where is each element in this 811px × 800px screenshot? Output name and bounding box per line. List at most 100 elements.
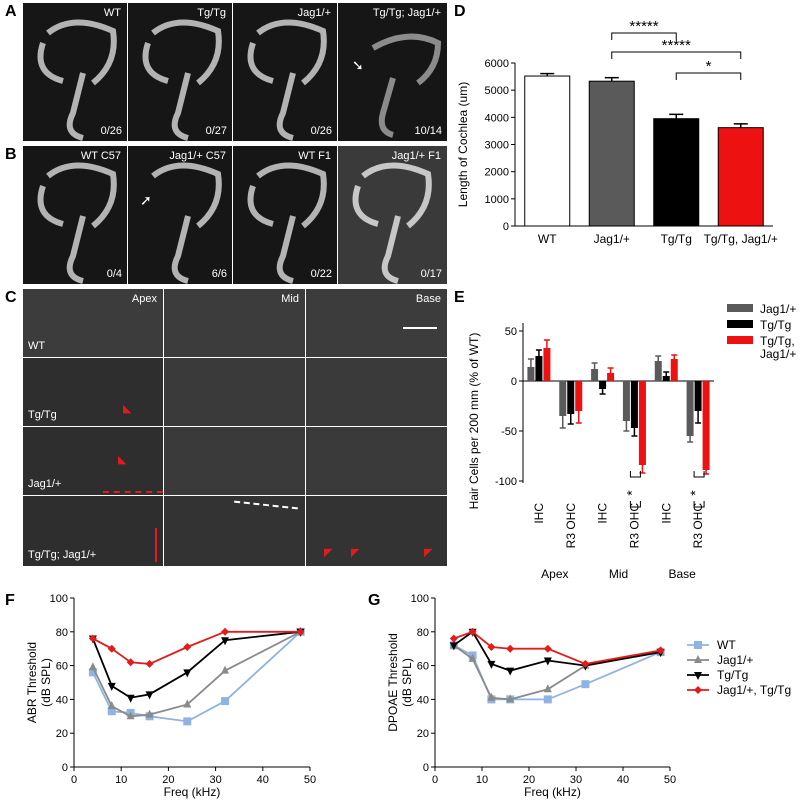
genotype-label-wt: WT [28,340,46,352]
image-genotype-label: WT C57 [80,150,121,162]
hair-cell-image [305,426,448,496]
bar [653,118,700,227]
data-point [694,641,702,649]
hair-cell-image: Base [305,288,448,358]
data-point [506,644,515,653]
x-group-label: R3 OHC [627,503,641,549]
image-count-label: 0/26 [100,125,122,137]
data-point [145,691,154,700]
inner-ear-image-wt-c57: WT C57 0/4 [22,145,128,285]
image-genotype-label: Tg/Tg; Jag1/+ [372,7,441,19]
x-group-label: R3 OHC [691,503,705,549]
inner-ear-shape [37,162,117,284]
x-group-label: IHC [659,503,673,524]
data-point [449,642,458,651]
y-tick-label: 100 [50,593,68,605]
bar [599,381,607,389]
data-point [506,694,515,703]
legend-label: Tg/Tg [760,318,791,332]
x-tick-label: WT [538,232,557,246]
data-point [449,634,458,643]
panel-letter-e: E [454,289,465,306]
y-tick-label: 2000 [485,167,509,179]
image-count-label: 0/22 [310,268,332,280]
significance-label: * [623,490,639,496]
y-tick-label: 20 [56,728,68,740]
significance-label: * [687,490,703,496]
y-tick-label: 80 [56,627,68,639]
significance-bracket [693,471,705,478]
y-tick-label: 5000 [485,85,509,97]
region-label: Apex [541,567,568,581]
bar [527,367,535,381]
significance-bracket [629,471,641,478]
legend-label: Jag1/+ [760,302,796,316]
x-tick-label: 20 [162,774,174,786]
image-count-label: 0/4 [106,268,122,280]
inner-ear-image-wt-f1: WT F1 0/22 [232,145,338,285]
inner-ear-image-wt: WT 0/26 [22,2,128,142]
x-tick-label: 10 [476,774,488,786]
panel-letter-f: F [5,592,15,609]
x-tick-label: Tg/Tg [661,232,692,246]
data-point [145,709,154,718]
x-tick-label: 0 [432,774,438,786]
legend-label: Jag1/+ [760,347,796,361]
legend-label: Tg/Tg, [760,334,795,348]
x-group-label: IHC [596,503,610,524]
arrow-icon: ➚ [140,192,152,208]
bar [524,75,571,227]
y-tick-label: 0 [62,762,68,774]
red-arrow-icon: ◤ [351,547,360,559]
data-point [107,644,116,653]
y-tick-label: 6000 [485,58,509,70]
inner-ear-shape [151,162,222,284]
inner-ear-shape [37,19,117,141]
bar [662,376,670,381]
y-tick-label: 80 [417,627,429,639]
image-count-label: 6/6 [211,268,227,280]
panel-letter-b: B [5,146,17,163]
y-tick-label: 20 [417,728,429,740]
data-point [183,669,192,678]
inner-ear-shape [142,19,222,141]
x-axis-label: Freq (kHz) [524,785,581,799]
scale-bar [403,327,437,329]
legend-label: Jag1/+ [717,653,753,667]
bar [694,381,702,411]
panel-letter-a: A [5,3,17,20]
bar [670,359,678,381]
image-genotype-label: Tg/Tg [197,7,226,19]
genotype-label-tg: Tg/Tg [28,409,57,421]
panel-letter-c: C [5,289,17,306]
bar [575,381,583,411]
data-point [183,717,192,726]
y-tick-label: 0 [511,376,517,388]
inner-ear-image-jag1: Jag1/+ 0/26 [232,2,338,142]
x-tick-label: 30 [570,774,582,786]
x-tick-label: 40 [617,774,629,786]
data-point [581,680,590,689]
series-line [453,630,661,665]
legend-swatch [727,320,753,328]
legend-label: WT [717,638,736,652]
image-count-label: 10/14 [414,125,442,137]
bar [535,356,543,381]
image-genotype-label: WT F1 [298,150,331,162]
x-tick-label: 0 [71,774,77,786]
image-genotype-label: Jag1/+ F1 [391,150,441,162]
data-point [221,627,230,636]
data-point [126,711,135,720]
hair-cell-image [163,357,306,427]
y-axis-label: ABR Threshold [25,642,39,723]
data-point [487,643,496,652]
y-tick-label: 1000 [485,194,509,206]
legend-swatch [727,304,753,312]
inner-ear-shape [247,162,327,284]
bar [567,381,575,414]
white-dashed-line [234,500,298,510]
image-count-label: 0/27 [205,125,227,137]
bar [591,369,599,381]
hair-cell-image: Apex WT [22,288,164,358]
hair-cell-image [305,357,448,427]
